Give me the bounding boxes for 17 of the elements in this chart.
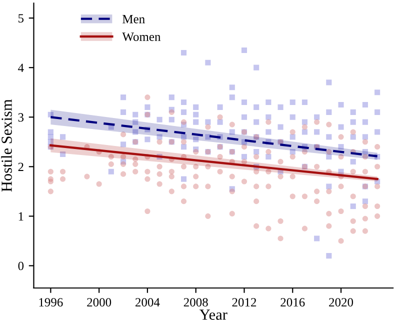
x-tick-label: 1996 [39,298,63,307]
legend-label: Women [122,32,161,42]
x-tick-label: 2008 [184,298,208,307]
y-tick-label: 1 [18,212,24,221]
y-tick-label: 0 [18,262,24,270]
legend-label: Men [122,15,145,24]
x-tick-label: 2004 [136,298,160,307]
y-axis-title: Hostile Sexism [1,99,12,192]
y-tick-label: 5 [18,14,24,23]
x-tick-label: 2000 [87,298,112,307]
x-tick-label: 2020 [329,298,354,307]
x-axis-title: Year [199,310,228,320]
y-tick-label: 4 [18,64,24,72]
x-tick-label: 2016 [280,298,305,307]
y-tick-label: 3 [18,113,24,122]
x-tick-label: 2012 [232,298,256,307]
y-tick-label: 2 [18,162,24,171]
